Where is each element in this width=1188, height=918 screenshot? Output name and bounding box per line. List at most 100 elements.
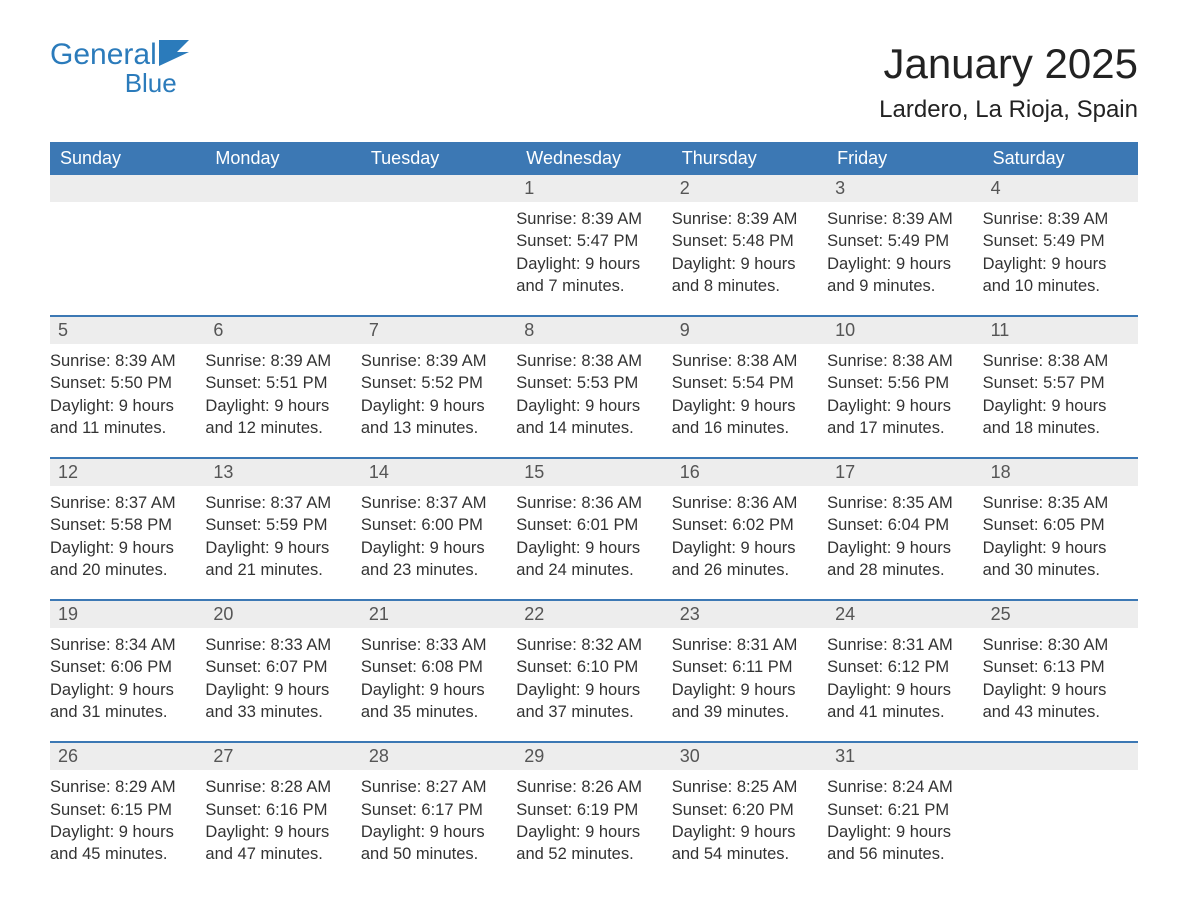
sunset-line: Sunset: 5:56 PM: [827, 372, 982, 394]
sunset-label: Sunset:: [672, 516, 728, 534]
week-row: 12Sunrise: 8:37 AMSunset: 5:58 PMDayligh…: [50, 457, 1138, 581]
sunrise-value: 8:34 AM: [115, 636, 176, 654]
day-number: 27: [205, 743, 360, 770]
daylight-line: Daylight: 9 hours and 10 minutes.: [983, 253, 1138, 298]
sunrise-line: Sunrise: 8:34 AM: [50, 634, 205, 656]
sunset-value: 5:52 PM: [421, 374, 482, 392]
sunset-line: Sunset: 6:10 PM: [516, 656, 671, 678]
day-number: 17: [827, 459, 982, 486]
day-cell: 18Sunrise: 8:35 AMSunset: 6:05 PMDayligh…: [983, 459, 1138, 581]
sunrise-line: Sunrise: 8:39 AM: [827, 208, 982, 230]
day-body: Sunrise: 8:35 AMSunset: 6:04 PMDaylight:…: [827, 486, 982, 581]
day-cell: 22Sunrise: 8:32 AMSunset: 6:10 PMDayligh…: [516, 601, 671, 723]
day-number: 16: [672, 459, 827, 486]
sunrise-value: 8:38 AM: [581, 352, 642, 370]
daylight-line: Daylight: 9 hours and 18 minutes.: [983, 395, 1138, 440]
day-cell: 16Sunrise: 8:36 AMSunset: 6:02 PMDayligh…: [672, 459, 827, 581]
sunrise-line: Sunrise: 8:39 AM: [50, 350, 205, 372]
day-number: 2: [672, 175, 827, 202]
sunrise-label: Sunrise:: [50, 778, 111, 796]
sunset-value: 5:53 PM: [577, 374, 638, 392]
sunset-line: Sunset: 5:49 PM: [827, 230, 982, 252]
location-subtitle: Lardero, La Rioja, Spain: [879, 96, 1138, 124]
sunset-label: Sunset:: [516, 374, 572, 392]
day-cell: 11Sunrise: 8:38 AMSunset: 5:57 PMDayligh…: [983, 317, 1138, 439]
day-number: 18: [983, 459, 1138, 486]
daylight-line: Daylight: 9 hours and 11 minutes.: [50, 395, 205, 440]
sunset-label: Sunset:: [50, 374, 106, 392]
day-cell: 19Sunrise: 8:34 AMSunset: 6:06 PMDayligh…: [50, 601, 205, 723]
sunset-label: Sunset:: [672, 801, 728, 819]
sunrise-value: 8:26 AM: [581, 778, 642, 796]
daylight-label: Daylight:: [516, 255, 580, 273]
sunrise-line: Sunrise: 8:38 AM: [983, 350, 1138, 372]
daylight-label: Daylight:: [827, 397, 891, 415]
day-body: Sunrise: 8:39 AMSunset: 5:48 PMDaylight:…: [672, 202, 827, 297]
day-body: Sunrise: 8:38 AMSunset: 5:57 PMDaylight:…: [983, 344, 1138, 439]
sunrise-line: Sunrise: 8:36 AM: [516, 492, 671, 514]
sunset-label: Sunset:: [205, 801, 261, 819]
sunrise-value: 8:38 AM: [1048, 352, 1109, 370]
sunrise-label: Sunrise:: [205, 778, 266, 796]
weekday-header: Monday: [205, 142, 360, 175]
sunset-label: Sunset:: [672, 374, 728, 392]
day-number: [361, 175, 516, 202]
day-cell: 12Sunrise: 8:37 AMSunset: 5:58 PMDayligh…: [50, 459, 205, 581]
sunset-value: 5:58 PM: [111, 516, 172, 534]
day-body: Sunrise: 8:33 AMSunset: 6:08 PMDaylight:…: [361, 628, 516, 723]
sunrise-value: 8:39 AM: [271, 352, 332, 370]
sunrise-line: Sunrise: 8:24 AM: [827, 776, 982, 798]
daylight-line: Daylight: 9 hours and 12 minutes.: [205, 395, 360, 440]
sunrise-label: Sunrise:: [827, 778, 888, 796]
daylight-line: Daylight: 9 hours and 8 minutes.: [672, 253, 827, 298]
sunrise-value: 8:24 AM: [892, 778, 953, 796]
sunset-line: Sunset: 6:00 PM: [361, 514, 516, 536]
sunrise-line: Sunrise: 8:31 AM: [672, 634, 827, 656]
weeks-container: 1Sunrise: 8:39 AMSunset: 5:47 PMDaylight…: [50, 175, 1138, 865]
week-row: 5Sunrise: 8:39 AMSunset: 5:50 PMDaylight…: [50, 315, 1138, 439]
daylight-line: Daylight: 9 hours and 43 minutes.: [983, 679, 1138, 724]
daylight-label: Daylight:: [205, 681, 269, 699]
day-body: Sunrise: 8:25 AMSunset: 6:20 PMDaylight:…: [672, 770, 827, 865]
day-body: Sunrise: 8:38 AMSunset: 5:53 PMDaylight:…: [516, 344, 671, 439]
sunrise-label: Sunrise:: [516, 494, 577, 512]
sunrise-line: Sunrise: 8:38 AM: [827, 350, 982, 372]
daylight-label: Daylight:: [361, 823, 425, 841]
day-cell: 2Sunrise: 8:39 AMSunset: 5:48 PMDaylight…: [672, 175, 827, 297]
sunrise-line: Sunrise: 8:39 AM: [672, 208, 827, 230]
sunrise-value: 8:31 AM: [737, 636, 798, 654]
calendar: SundayMondayTuesdayWednesdayThursdayFrid…: [50, 142, 1138, 865]
sunrise-line: Sunrise: 8:31 AM: [827, 634, 982, 656]
sunrise-label: Sunrise:: [672, 494, 733, 512]
day-cell: 1Sunrise: 8:39 AMSunset: 5:47 PMDaylight…: [516, 175, 671, 297]
sunset-line: Sunset: 6:02 PM: [672, 514, 827, 536]
daylight-label: Daylight:: [516, 539, 580, 557]
daylight-label: Daylight:: [516, 681, 580, 699]
daylight-label: Daylight:: [205, 823, 269, 841]
sunrise-label: Sunrise:: [983, 352, 1044, 370]
sunset-line: Sunset: 6:21 PM: [827, 799, 982, 821]
sunrise-line: Sunrise: 8:28 AM: [205, 776, 360, 798]
sunset-value: 5:59 PM: [266, 516, 327, 534]
sunrise-label: Sunrise:: [361, 352, 422, 370]
sunset-line: Sunset: 6:07 PM: [205, 656, 360, 678]
day-number: 11: [983, 317, 1138, 344]
day-number: 8: [516, 317, 671, 344]
day-number: 5: [50, 317, 205, 344]
sunset-line: Sunset: 6:05 PM: [983, 514, 1138, 536]
sunset-line: Sunset: 5:53 PM: [516, 372, 671, 394]
daylight-line: Daylight: 9 hours and 41 minutes.: [827, 679, 982, 724]
sunrise-line: Sunrise: 8:26 AM: [516, 776, 671, 798]
sunset-label: Sunset:: [827, 374, 883, 392]
sunrise-label: Sunrise:: [827, 210, 888, 228]
sunrise-value: 8:32 AM: [581, 636, 642, 654]
sunset-label: Sunset:: [50, 516, 106, 534]
logo-word-blue: Blue: [125, 70, 177, 96]
weekday-header: Thursday: [672, 142, 827, 175]
sunset-value: 6:06 PM: [111, 658, 172, 676]
sunset-label: Sunset:: [672, 658, 728, 676]
sunset-line: Sunset: 6:11 PM: [672, 656, 827, 678]
day-body: Sunrise: 8:34 AMSunset: 6:06 PMDaylight:…: [50, 628, 205, 723]
weekday-header: Tuesday: [361, 142, 516, 175]
sunrise-value: 8:36 AM: [737, 494, 798, 512]
